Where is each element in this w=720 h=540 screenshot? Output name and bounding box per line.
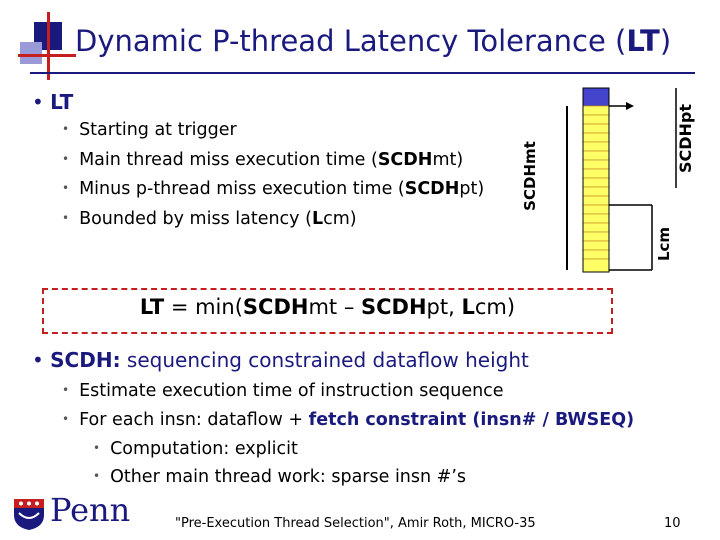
penn-logo: Penn — [12, 491, 137, 533]
scdh-item-2: • For each insn: dataflow + fetch constra… — [62, 410, 635, 430]
diagram-cell-highlight — [582, 87, 610, 107]
label-lcm: Lcm — [655, 226, 674, 262]
title-underline — [30, 72, 695, 74]
footer-citation: "Pre-Execution Thread Selection", Amir R… — [175, 516, 536, 531]
lt-item-2: • Main thread miss execution time (SCDHmt… — [62, 150, 464, 170]
scdh-item-1: • Estimate execution time of instruction … — [62, 381, 504, 401]
corner-decoration — [0, 0, 76, 80]
lt-heading: • LT — [32, 90, 74, 114]
shield-icon — [14, 499, 44, 530]
penn-wordmark: Penn — [50, 491, 131, 529]
lt-item-1: • Starting at trigger — [62, 120, 237, 140]
label-scdh-mt: SCDHmt — [520, 141, 539, 211]
lt-item-4: • Bounded by miss latency (Lcm) — [62, 209, 357, 229]
page-number: 10 — [664, 516, 681, 531]
formula: LT = min(SCDHmt – SCDHpt, Lcm) — [139, 295, 516, 319]
slide-title: Dynamic P-thread Latency Tolerance (LT) — [75, 24, 672, 58]
scdh-heading: • SCDH: sequencing constrained dataflow … — [32, 348, 529, 372]
scdh-subitem-1: • Computation: explicit — [93, 439, 298, 459]
latency-diagram — [566, 87, 677, 273]
label-scdh-pt: SCDHpt — [676, 103, 696, 174]
diagram-cells — [582, 105, 610, 273]
scdh-subitem-2: • Other main thread work: sparse insn #’s — [93, 467, 467, 487]
formula-box — [42, 288, 613, 334]
lt-item-3: • Minus p-thread miss execution time (SCD… — [62, 179, 485, 199]
